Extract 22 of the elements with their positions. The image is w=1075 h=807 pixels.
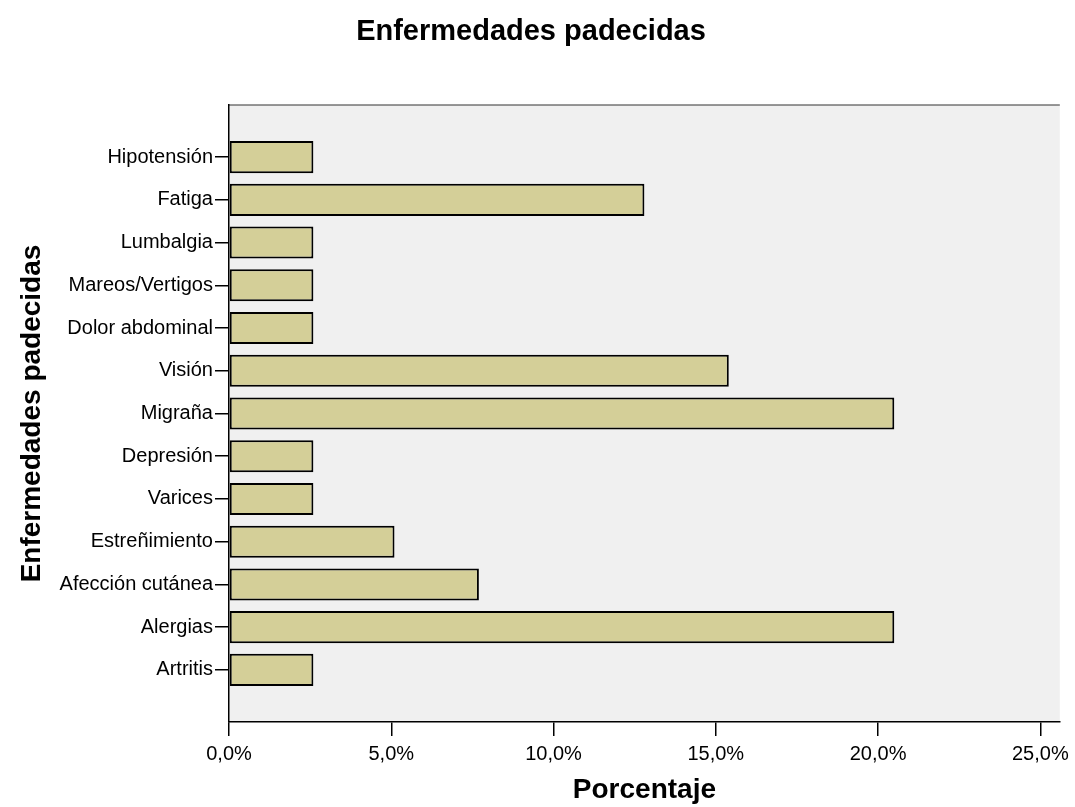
y-axis-title: Enfermedades padecidas: [14, 244, 46, 583]
chart-title: Enfermedades padecidas: [356, 14, 706, 46]
y-tick-label: Varices: [147, 486, 213, 509]
x-tick-label: 0,0%: [206, 741, 253, 764]
y-tick-label: Hipotensión: [107, 144, 213, 167]
y-tick-label: Lumbalgia: [120, 230, 214, 253]
x-tick-label: 25,0%: [1011, 741, 1069, 764]
y-tick-label: Alergias: [140, 614, 213, 637]
x-tick-label: 15,0%: [687, 741, 745, 764]
y-tick-label: Mareos/Vertigos: [68, 272, 213, 295]
y-tick-label: Dolor abdominal: [67, 315, 213, 338]
x-axis-title: Porcentaje: [572, 772, 716, 804]
x-tick-label: 10,0%: [525, 741, 583, 764]
y-tick-label: Artritis: [156, 657, 213, 680]
y-tick-label: Migraña: [140, 401, 214, 424]
y-tick-label: Visión: [158, 358, 213, 381]
y-tick-label: Afección cutánea: [59, 571, 214, 594]
y-tick-label: Depresión: [121, 443, 213, 466]
y-tick-label: Estreñimiento: [90, 529, 213, 552]
x-tick-label: 20,0%: [849, 741, 907, 764]
x-tick-label: 5,0%: [368, 741, 415, 764]
y-tick-label: Fatiga: [157, 187, 214, 210]
